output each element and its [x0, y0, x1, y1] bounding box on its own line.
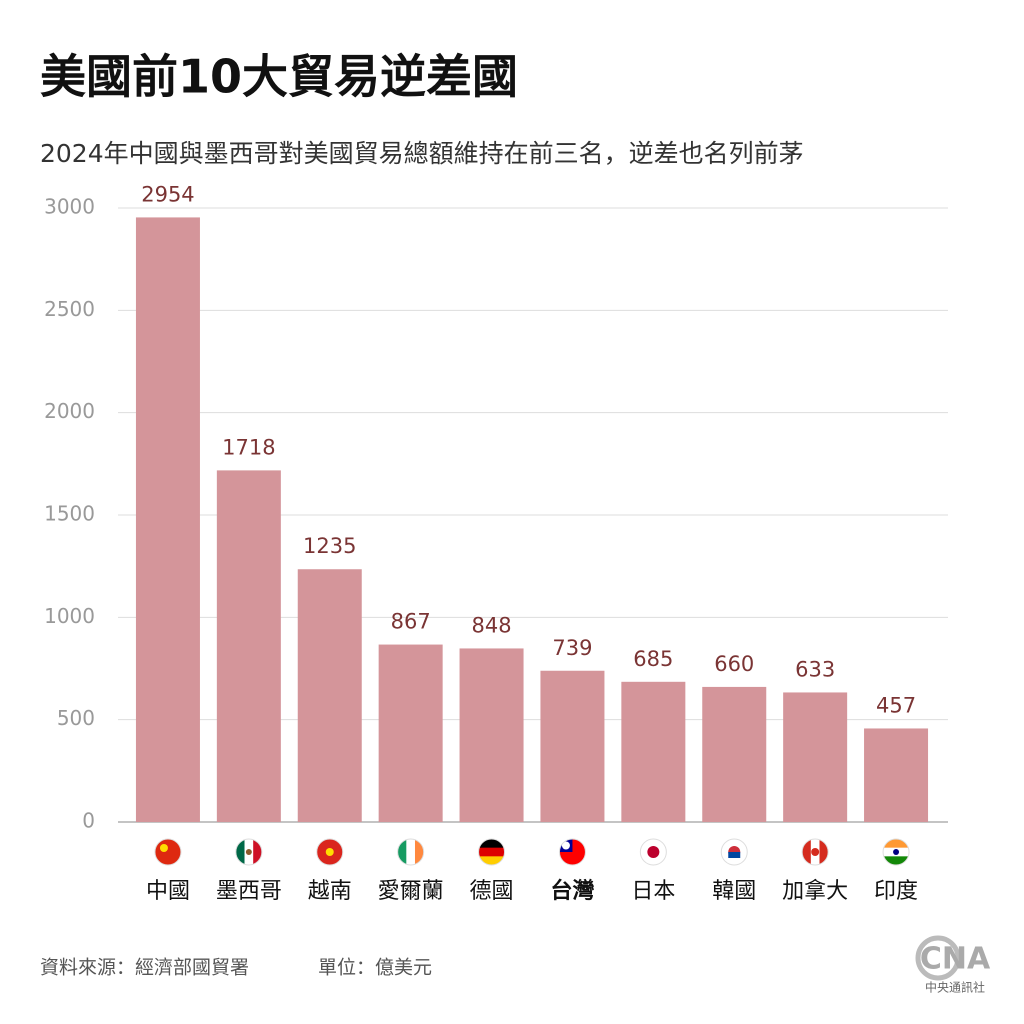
flag-ring [235, 838, 263, 866]
flag-stripe [235, 839, 246, 865]
flag-field [154, 839, 181, 865]
value-label: 2954 [141, 182, 194, 206]
logo: CNA [920, 942, 991, 977]
chart-subtitle: 2024年中國與墨西哥對美國貿易總額維持在前三名，逆差也名列前茅 [40, 139, 804, 168]
flag-icon [154, 838, 182, 866]
flag-body [721, 839, 748, 865]
bar [783, 692, 848, 822]
flag-disc [647, 846, 660, 858]
y-tick-label: 500 [57, 706, 95, 730]
flag-icon [882, 838, 910, 866]
x-tick-label: 印度 [874, 879, 918, 904]
value-label: 1235 [303, 534, 356, 558]
flag-ring [316, 838, 344, 866]
flag-body [316, 839, 343, 865]
flag-body [478, 839, 505, 865]
flag-stripe [478, 839, 505, 849]
bar [297, 569, 362, 822]
bar [864, 728, 929, 822]
flag-icon [720, 838, 748, 866]
x-tick-label: 韓國 [712, 879, 756, 904]
flag-icon [801, 838, 829, 866]
value-label: 685 [633, 647, 673, 671]
flag-ring [882, 838, 910, 866]
flag-stripe [883, 856, 910, 865]
flag-star [325, 848, 334, 856]
y-tick-label: 1500 [44, 502, 95, 526]
flag-body [640, 839, 667, 865]
flag-ring [801, 838, 829, 866]
x-tick-label: 加拿大 [782, 878, 848, 904]
flag-ring [397, 838, 425, 866]
y-tick-label: 0 [82, 809, 95, 833]
bar [216, 470, 281, 822]
source-note: 資料來源：經濟部國貿署 [40, 957, 249, 979]
flag-emblem [245, 849, 252, 855]
value-label: 633 [795, 657, 835, 681]
flag-stripe [397, 839, 407, 865]
value-label: 1718 [222, 435, 275, 459]
y-tick-label: 2000 [44, 399, 95, 423]
flag-stripe [883, 839, 910, 849]
value-label: 867 [391, 610, 431, 634]
flag-half [728, 852, 741, 858]
flag-icon [397, 838, 425, 866]
flag-icon [558, 838, 586, 866]
flag-stripe [253, 839, 262, 865]
bar [378, 644, 443, 822]
flag-emblem [893, 849, 900, 855]
bar [702, 686, 767, 822]
flag-ring [639, 838, 667, 866]
flag-stripe [406, 839, 416, 865]
y-tick-label: 2500 [44, 297, 95, 321]
logo-mark [915, 935, 961, 981]
flag-icon [316, 838, 344, 866]
value-label: 457 [876, 693, 916, 717]
value-label: 660 [714, 652, 754, 676]
x-tick-label: 德國 [470, 879, 514, 904]
x-tick-label: 台灣 [550, 878, 594, 904]
flag-ring [720, 838, 748, 866]
chart-title: 美國前10大貿易逆差國 [40, 50, 518, 104]
value-label: 848 [472, 613, 512, 637]
flag-body [802, 839, 829, 865]
flag-ring [478, 838, 506, 866]
flag-icon [235, 838, 263, 866]
x-tick-label: 愛爾蘭 [378, 879, 444, 904]
flag-stripe [802, 839, 812, 865]
value-label: 739 [552, 636, 592, 660]
x-tick-label: 中國 [146, 879, 190, 904]
flag-stripe [478, 847, 505, 857]
x-tick-label: 越南 [308, 879, 352, 904]
flag-body [397, 839, 424, 865]
bar [621, 681, 686, 822]
x-tick-label: 墨西哥 [216, 879, 282, 904]
flag-ring [154, 838, 182, 866]
flag-sun [561, 841, 570, 850]
flag-ring [558, 838, 586, 866]
flag-body [883, 839, 910, 865]
flag-body [154, 839, 181, 865]
y-tick-label: 3000 [44, 195, 95, 219]
flag-leaf [811, 848, 820, 856]
bar [135, 217, 200, 822]
bar [459, 648, 524, 822]
flag-stripe [478, 856, 505, 865]
flag-stripe [819, 839, 829, 865]
flag-icon [639, 838, 667, 866]
flag-icon [478, 838, 506, 866]
flag-body [235, 839, 262, 865]
logo-caption: 中央通訊社 [925, 980, 985, 995]
unit-note: 單位：億美元 [318, 957, 432, 979]
flag-star [159, 844, 168, 852]
y-tick-label: 1000 [44, 604, 95, 628]
flag-stripe [414, 839, 424, 865]
bar [540, 670, 605, 822]
x-tick-label: 日本 [631, 879, 675, 904]
